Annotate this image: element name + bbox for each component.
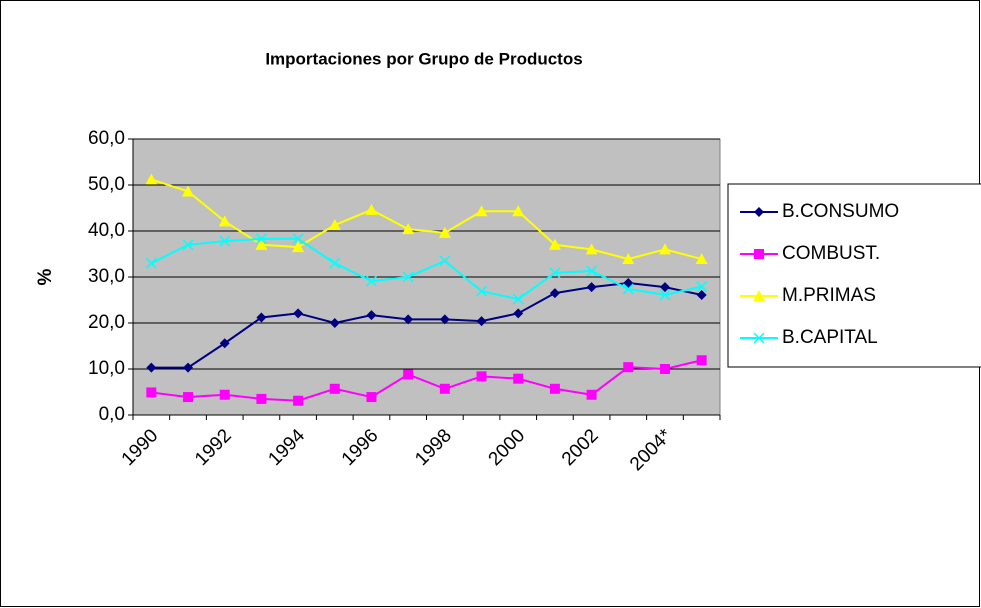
marker (328, 219, 341, 231)
marker (659, 282, 670, 293)
legend-label: B.CAPITAL (782, 327, 878, 348)
series-line (151, 359, 702, 402)
chart-title: Importaciones por Grupo de Productos (265, 49, 582, 68)
marker (659, 364, 670, 374)
marker (586, 389, 597, 400)
marker (403, 369, 414, 380)
marker (438, 226, 451, 238)
marker (439, 255, 451, 267)
marker (329, 383, 340, 394)
marker (696, 281, 708, 293)
series-line (150, 237, 702, 301)
marker (218, 215, 231, 227)
y-tick-label: 0,0 (99, 404, 125, 425)
marker (623, 362, 634, 373)
marker (329, 318, 340, 328)
marker (402, 271, 414, 283)
marker (366, 392, 377, 403)
y-tick-label: 20,0 (88, 312, 125, 333)
marker (219, 338, 230, 349)
marker (255, 233, 267, 245)
marker (292, 233, 304, 245)
marker (549, 288, 560, 299)
marker (549, 267, 561, 279)
y-tick-label: 60,0 (88, 128, 125, 149)
marker (512, 293, 524, 305)
marker (365, 275, 377, 287)
marker (145, 173, 158, 185)
marker (366, 310, 377, 321)
marker (365, 203, 378, 215)
marker (293, 395, 304, 406)
marker (183, 362, 194, 373)
marker (402, 223, 415, 235)
marker (256, 312, 267, 323)
marker (293, 308, 304, 319)
marker (476, 371, 487, 382)
marker (586, 265, 598, 277)
legend-marker (754, 207, 764, 217)
legend-label: M.PRIMAS (782, 285, 876, 306)
marker (255, 238, 268, 250)
legend-marker (753, 290, 765, 301)
marker (146, 362, 157, 373)
marker (513, 308, 524, 319)
legend-marker (753, 332, 765, 344)
marker (292, 241, 305, 253)
marker (696, 289, 707, 300)
marker (219, 389, 230, 400)
marker (182, 239, 194, 251)
marker (329, 257, 341, 269)
marker (549, 383, 560, 394)
marker (183, 392, 194, 403)
series-line (151, 281, 702, 369)
marker (585, 243, 598, 255)
y-tick-label: 40,0 (88, 220, 125, 241)
legend-label: COMBUST. (782, 243, 880, 264)
marker (622, 253, 635, 265)
marker (145, 257, 157, 269)
y-axis-label: % (35, 268, 56, 285)
marker (182, 185, 195, 197)
marker (513, 373, 524, 384)
marker (476, 285, 488, 297)
marker (146, 387, 157, 398)
y-tick-label: 10,0 (88, 358, 125, 379)
legend-box (727, 183, 981, 368)
marker (622, 283, 634, 295)
marker (586, 282, 597, 293)
series-line (151, 178, 702, 261)
legend-marker (754, 249, 764, 259)
marker (696, 355, 707, 366)
marker (658, 243, 671, 255)
legend-label: B.CONSUMO (782, 201, 899, 222)
marker (439, 314, 450, 325)
marker (695, 253, 708, 265)
marker (512, 205, 525, 217)
marker (476, 316, 487, 327)
marker (219, 235, 231, 247)
y-tick-label: 30,0 (88, 266, 125, 287)
marker (548, 238, 561, 250)
marker (439, 383, 450, 394)
marker (403, 314, 414, 325)
marker (659, 289, 671, 301)
marker (475, 205, 488, 217)
y-tick-label: 50,0 (88, 174, 125, 195)
marker (256, 393, 267, 404)
